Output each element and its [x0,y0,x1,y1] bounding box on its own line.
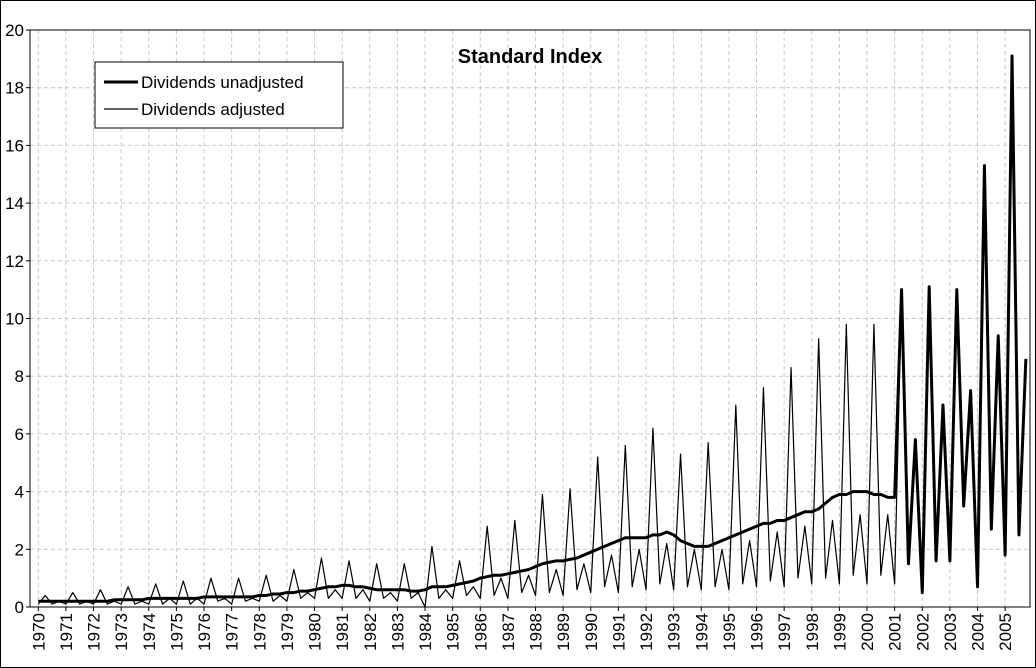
y-tick-label: 10 [5,310,24,329]
y-tick-label: 6 [15,425,24,444]
x-tick-label: 1988 [527,613,546,651]
plot-border [29,29,1031,608]
x-tick-label: 2001 [886,613,905,651]
y-tick-label: 2 [15,540,24,559]
x-tick-label: 1972 [85,613,104,651]
series-line [37,55,1027,608]
x-tick-label: 1978 [250,613,269,651]
x-tick-label: 2000 [858,613,877,651]
x-tick-label: 1996 [748,613,767,651]
x-tick-label: 2005 [996,613,1015,651]
x-tick-label: 1971 [57,613,76,651]
x-tick-label: 1991 [609,613,628,651]
x-tick-label: 1989 [554,613,573,651]
x-tick-label: 1999 [830,613,849,651]
x-tick-label: 1983 [388,613,407,651]
x-tick-label: 1985 [444,613,463,651]
y-tick-label: 18 [5,79,24,98]
x-tick-label: 1982 [361,613,380,651]
x-tick-label: 1977 [223,613,242,651]
y-tick-label: 16 [5,136,24,155]
x-tick-label: 1992 [637,613,656,651]
x-tick-label: 1980 [306,613,325,651]
x-tick-label: 2002 [913,613,932,651]
x-tick-label: 1994 [692,613,711,651]
x-tick-label: 1990 [582,613,601,651]
y-tick-label: 4 [15,483,24,502]
chart-title: Standard Index [458,46,602,68]
legend-label: Dividends unadjusted [141,73,304,92]
x-tick-label: 1973 [112,613,131,651]
legend-label: Dividends adjusted [141,100,285,119]
y-tick-label: 20 [5,21,24,40]
x-tick-label: 1974 [140,613,159,651]
x-tick-label: 1975 [167,613,186,651]
x-tick-label: 1986 [471,613,490,651]
x-tick-label: 1995 [720,613,739,651]
x-tick-label: 2004 [969,613,988,651]
x-tick-label: 1976 [195,613,214,651]
legend: Dividends unadjusted Dividends adjusted [94,61,344,129]
legend-box [94,61,344,129]
y-tick-label: 14 [5,194,24,213]
x-tick-label: 1984 [416,613,435,651]
series-line [38,54,1028,603]
x-tick-label: 1981 [333,613,352,651]
x-tick-label: 1997 [775,613,794,651]
x-tick-label: 1998 [803,613,822,651]
x-tick-label: 1987 [499,613,518,651]
x-tick-label: 2003 [941,613,960,651]
y-tick-label: 8 [15,367,24,386]
x-tick-label: 1979 [278,613,297,651]
x-tick-label: 1993 [665,613,684,651]
x-tick-label: 1970 [29,613,48,651]
y-tick-label: 12 [5,252,24,271]
y-tick-label: 0 [15,598,24,617]
